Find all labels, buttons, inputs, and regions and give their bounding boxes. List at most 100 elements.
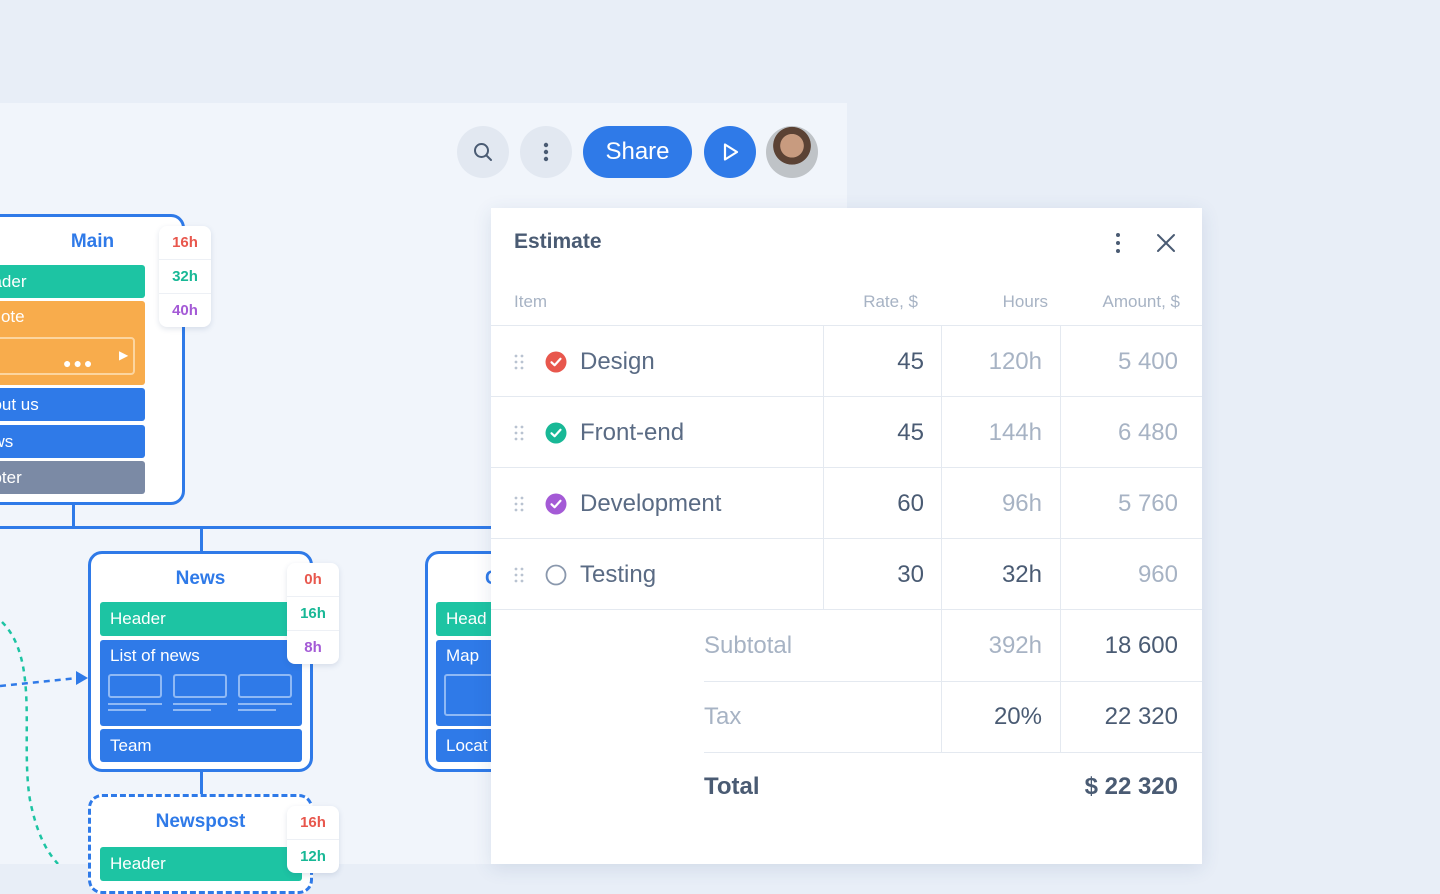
estimate-row[interactable]: Design 45 120h 5 400 bbox=[491, 326, 1202, 397]
subtotal-hours: 392h bbox=[988, 631, 1042, 659]
item-rate[interactable]: 45 bbox=[897, 347, 924, 375]
block-header[interactable]: Header bbox=[100, 847, 302, 881]
card-title: News bbox=[175, 568, 226, 589]
design-hours: 0h bbox=[287, 563, 339, 597]
block-header[interactable]: eader bbox=[0, 265, 145, 298]
item-amount: 5 760 bbox=[1117, 489, 1178, 517]
estimate-row[interactable]: Development 60 96h 5 760 bbox=[491, 468, 1202, 539]
tax-amount: 22 320 bbox=[1104, 702, 1178, 730]
block-header[interactable]: Header bbox=[100, 602, 302, 636]
total-amount: $ 22 320 bbox=[1084, 773, 1178, 800]
column-header-hours: Hours bbox=[1002, 292, 1048, 311]
frontend-hours: 32h bbox=[159, 260, 211, 294]
drag-handle-icon[interactable] bbox=[514, 397, 528, 468]
page-card-main[interactable]: Main eader ynote ●●● ▶ bout us ews ooter bbox=[0, 214, 185, 505]
estimate-panel: Estimate Item Rate, $ Hours Amount, $ De… bbox=[491, 208, 1202, 864]
drag-handle-icon[interactable] bbox=[514, 326, 528, 397]
subtotal-label: Subtotal bbox=[704, 631, 793, 659]
page-card-news[interactable]: News Header List of news Team bbox=[88, 551, 313, 772]
connector-line bbox=[0, 526, 491, 529]
vertical-dots-icon bbox=[1116, 233, 1120, 253]
block-footer[interactable]: ooter bbox=[0, 461, 145, 494]
text-placeholder bbox=[238, 703, 292, 705]
block-list-of-news[interactable]: List of news bbox=[100, 640, 302, 726]
search-icon bbox=[474, 143, 492, 161]
row-divider bbox=[491, 609, 1202, 610]
block-about-us[interactable]: bout us bbox=[0, 388, 145, 421]
block-keynote[interactable]: ynote ●●● ▶ bbox=[0, 301, 145, 385]
panel-more-button[interactable] bbox=[1105, 228, 1131, 258]
row-divider bbox=[491, 467, 1202, 468]
text-placeholder bbox=[238, 709, 276, 711]
block-label: Map bbox=[446, 646, 480, 665]
item-hours[interactable]: 96h bbox=[1001, 489, 1042, 517]
item-amount: 6 480 bbox=[1117, 418, 1178, 446]
item-hours[interactable]: 32h bbox=[1001, 560, 1042, 588]
estimate-row[interactable]: Front-end 45 144h 6 480 bbox=[491, 397, 1202, 468]
page-card-newspost[interactable]: Newspost Header bbox=[88, 794, 313, 894]
card-title: Newspost bbox=[155, 811, 246, 832]
thumb-placeholder bbox=[108, 674, 162, 698]
hours-badge-main: 16h 32h 40h bbox=[159, 226, 211, 327]
check-circle-icon[interactable] bbox=[545, 397, 567, 468]
item-rate[interactable]: 60 bbox=[897, 489, 924, 517]
column-header-item: Item bbox=[514, 292, 548, 311]
frontend-hours: 12h bbox=[300, 848, 326, 865]
item-hours[interactable]: 120h bbox=[988, 347, 1042, 375]
empty-circle-icon[interactable] bbox=[545, 539, 567, 610]
column-divider bbox=[941, 325, 942, 752]
development-hours: 8h bbox=[304, 639, 322, 656]
close-button[interactable] bbox=[1153, 230, 1179, 256]
text-placeholder bbox=[108, 709, 146, 711]
subtotal-row: Subtotal 392h 18 600 bbox=[491, 610, 1202, 681]
text-placeholder bbox=[173, 709, 211, 711]
design-hours: 16h bbox=[159, 226, 211, 260]
estimate-row[interactable]: Testing 30 32h 960 bbox=[491, 539, 1202, 610]
drag-handle-icon[interactable] bbox=[514, 468, 528, 539]
column-divider bbox=[823, 325, 824, 609]
row-divider bbox=[491, 325, 1202, 326]
item-hours[interactable]: 144h bbox=[988, 418, 1042, 446]
drag-handle-icon[interactable] bbox=[514, 539, 528, 610]
item-name: Design bbox=[580, 347, 655, 375]
share-button[interactable]: Share bbox=[583, 126, 692, 178]
block-label: List of news bbox=[110, 646, 200, 665]
item-name: Front-end bbox=[580, 418, 685, 446]
frontend-hours: 16h bbox=[287, 597, 339, 631]
vertical-dots-icon bbox=[543, 142, 549, 162]
row-divider bbox=[491, 396, 1202, 397]
column-header-amount: Amount, $ bbox=[1102, 292, 1181, 311]
hours-badge-newspost: 16h 12h bbox=[287, 806, 339, 873]
play-icon bbox=[723, 143, 739, 161]
text-placeholder bbox=[108, 703, 162, 705]
check-circle-icon[interactable] bbox=[545, 326, 567, 397]
panel-title: Estimate bbox=[514, 230, 602, 253]
item-rate[interactable]: 30 bbox=[897, 560, 924, 588]
column-header-rate: Rate, $ bbox=[863, 292, 918, 311]
thumb-placeholder bbox=[173, 674, 227, 698]
tax-label: Tax bbox=[704, 702, 742, 730]
text-placeholder bbox=[173, 703, 227, 705]
development-hours: 40h bbox=[172, 302, 198, 319]
link-arrows bbox=[0, 621, 88, 864]
connector-line bbox=[200, 526, 203, 553]
block-team[interactable]: Team bbox=[100, 729, 302, 762]
total-label: Total bbox=[704, 773, 760, 800]
user-avatar[interactable] bbox=[766, 126, 818, 178]
design-hours: 16h bbox=[287, 806, 339, 840]
search-button[interactable] bbox=[457, 126, 509, 178]
more-options-button[interactable] bbox=[520, 126, 572, 178]
item-rate[interactable]: 45 bbox=[897, 418, 924, 446]
tax-rate[interactable]: 20% bbox=[993, 702, 1042, 730]
check-circle-icon[interactable] bbox=[545, 468, 567, 539]
row-divider bbox=[704, 752, 1202, 753]
connector-line bbox=[72, 502, 75, 528]
hours-badge-news: 0h 16h 8h bbox=[287, 563, 339, 664]
column-divider bbox=[1060, 325, 1061, 752]
block-news[interactable]: ews bbox=[0, 425, 145, 458]
slider-placeholder: ●●● ▶ bbox=[0, 337, 135, 375]
item-name: Testing bbox=[580, 560, 657, 588]
play-button[interactable] bbox=[704, 126, 756, 178]
block-label: ynote bbox=[0, 307, 25, 326]
play-small-icon: ▶ bbox=[119, 348, 129, 362]
